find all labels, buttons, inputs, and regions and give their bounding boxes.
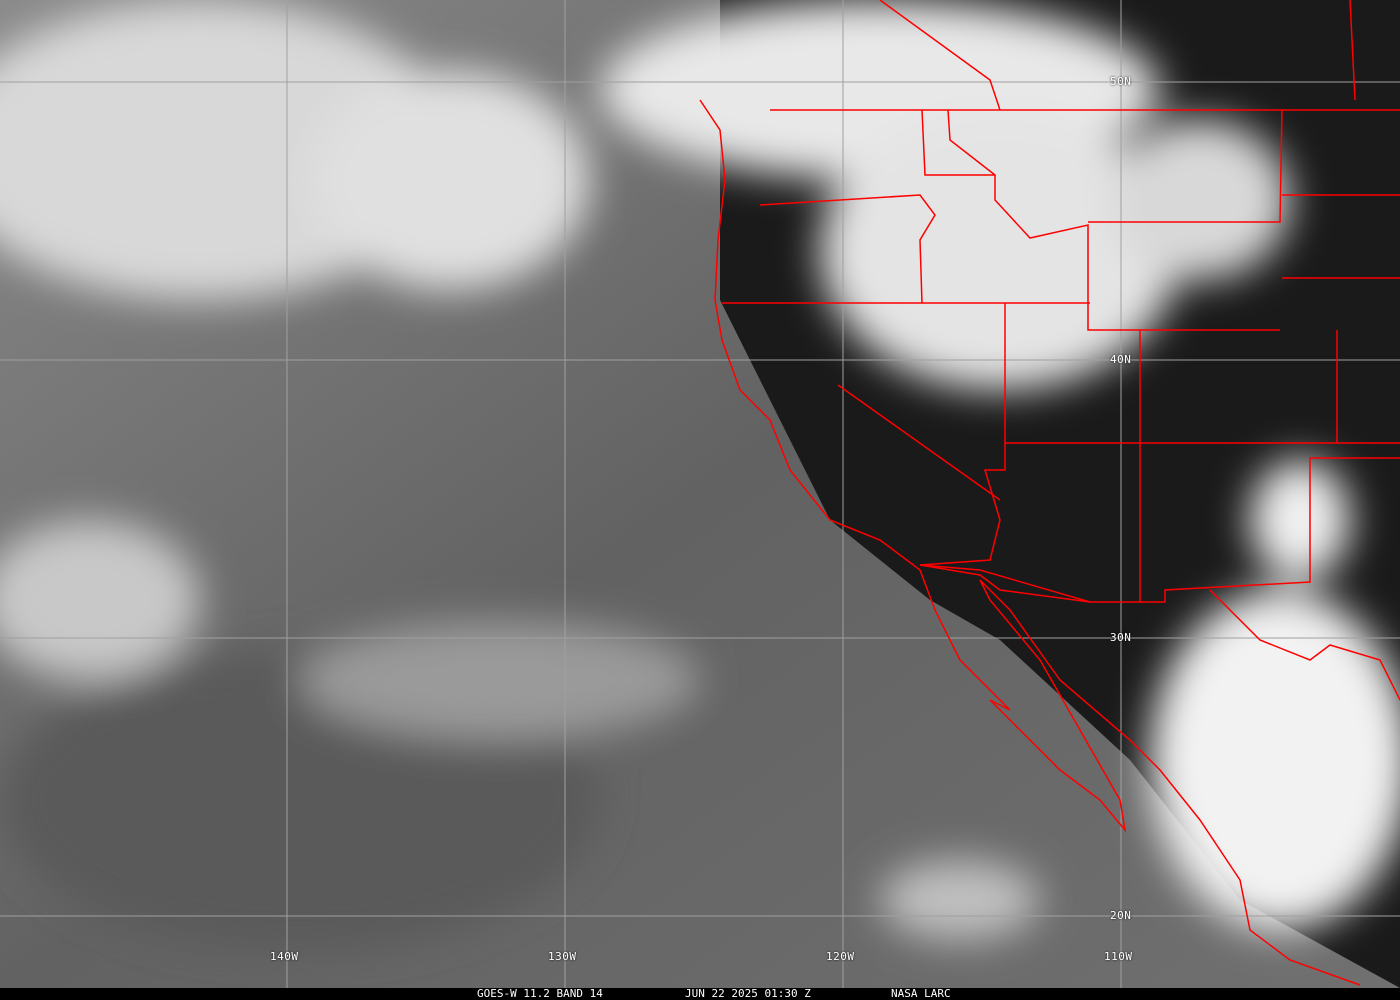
state-lines [722,109,1400,603]
lat-label-40n: 40N [1110,353,1132,366]
coastline [699,99,1361,986]
canada-province-lines [879,0,1356,111]
lon-label-140w: 140W [270,950,299,963]
lat-label-50n: 50N [1110,75,1132,88]
satellite-band: GOES-W 11.2 BAND 14 [477,987,603,1000]
lon-label-120w: 120W [826,950,855,963]
lon-label-110w: 110W [1104,950,1133,963]
mexico-border [919,564,1091,603]
image-source: NASA LARC [891,987,951,1000]
lon-label-130w: 130W [548,950,577,963]
political-boundaries [699,0,1400,986]
lat-label-20n: 20N [1110,909,1132,922]
image-datetime: JUN 22 2025 01:30 Z [685,987,811,1000]
coastline-gulf-mexico [1209,589,1400,701]
cloud-cover [0,0,1400,950]
caption-bar: GOES-W 11.2 BAND 14 JUN 22 2025 01:30 Z … [0,988,1400,1000]
lat-label-30n: 30N [1110,631,1132,644]
